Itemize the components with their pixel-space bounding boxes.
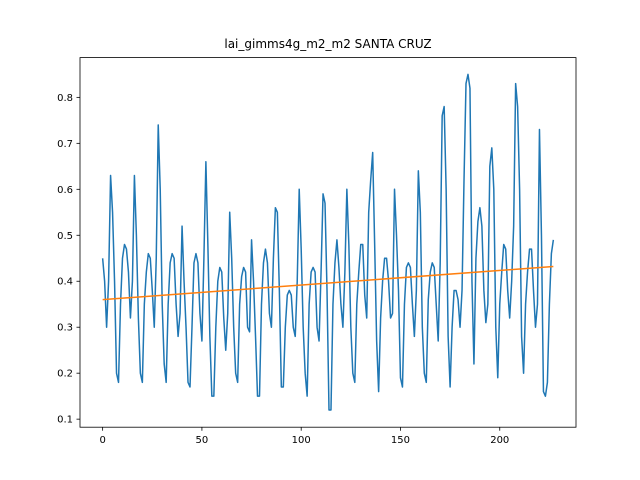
y-tick-label-4: 0.5 (57, 231, 73, 242)
y-tick-label-1: 0.2 (57, 369, 73, 380)
y-tick-label-5: 0.6 (57, 185, 73, 196)
x-tick-label-1: 50 (196, 435, 209, 446)
series-line-1 (102, 265, 554, 301)
chart-title: lai_gimms4g_m2_m2 SANTA CRUZ (224, 37, 431, 51)
x-tick-label-3: 150 (391, 435, 410, 446)
x-tick-label-2: 100 (292, 435, 311, 446)
y-tick-label-6: 0.7 (57, 139, 73, 150)
axes-layer: 0 50 100 150 200 0.1 0.2 0.3 0.4 0.5 0.6 0.7 0.8 (57, 93, 509, 446)
series-line-0 (101, 73, 555, 411)
plot-frame (79, 57, 577, 428)
y-tick-label-7: 0.8 (57, 93, 73, 104)
x-tick-label-4: 200 (490, 435, 509, 446)
y-tick-label-0: 0.1 (57, 415, 73, 426)
x-tick-label-0: 0 (99, 435, 105, 446)
series-layer (101, 73, 555, 411)
y-tick-label-3: 0.4 (57, 277, 73, 288)
y-tick-label-2: 0.3 (57, 323, 73, 334)
